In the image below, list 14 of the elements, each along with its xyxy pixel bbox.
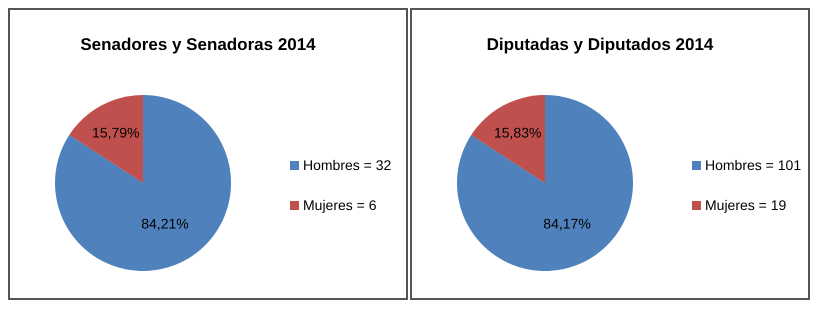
data-label: 84,17%: [543, 216, 591, 232]
data-label: 15,83%: [494, 124, 542, 141]
legend-label: Hombres = 101: [705, 157, 802, 173]
pie-slice: [69, 95, 143, 183]
chart-title: Senadores y Senadoras 2014: [80, 35, 316, 54]
legend-label: Mujeres = 19: [705, 197, 787, 213]
legend-label: Mujeres = 6: [303, 197, 377, 213]
data-label: 84,21%: [141, 216, 189, 232]
chart-title: Diputadas y Diputados 2014: [486, 35, 714, 54]
pie-slice: [55, 95, 231, 271]
legend-label: Hombres = 32: [303, 157, 392, 173]
pie-slice: [471, 95, 545, 183]
pie-slice: [457, 95, 633, 271]
data-label: 15,79%: [92, 124, 140, 141]
